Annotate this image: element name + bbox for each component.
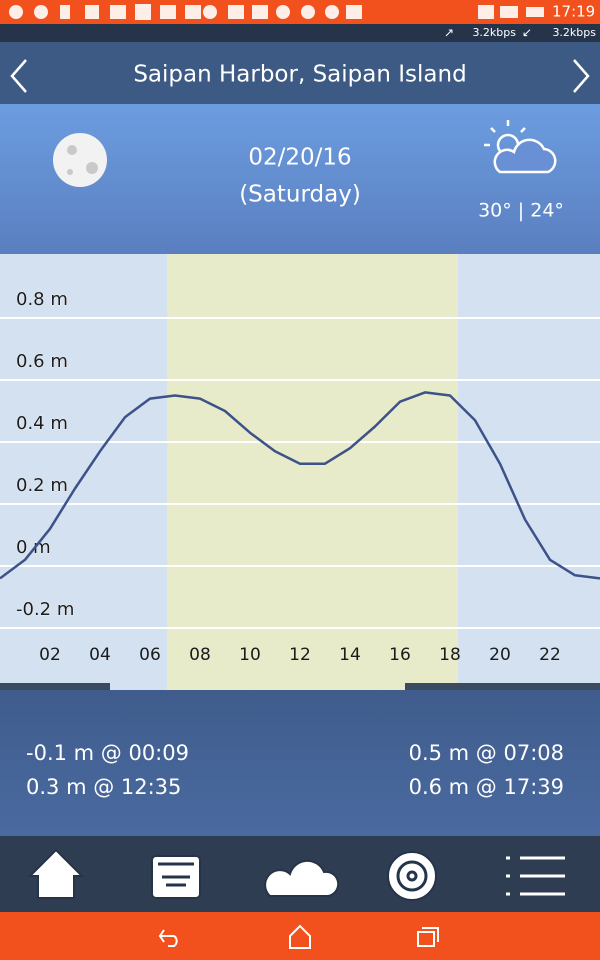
moon-icon [53, 133, 107, 187]
next-button[interactable] [573, 59, 590, 93]
download-speed: 3.2kbps [552, 26, 596, 39]
upload-speed: 3.2kbps [472, 26, 516, 39]
speed-bar [0, 24, 600, 42]
home-button[interactable] [289, 924, 311, 949]
back-button[interactable] [158, 929, 178, 947]
tide-extreme: 0.6 m @ 17:39 [409, 775, 564, 799]
y-tick-label: 0.8 m [16, 289, 68, 310]
x-tick-label: 06 [139, 645, 161, 665]
nav-icon-details [158, 860, 428, 892]
location-title: Saipan Harbor, Saipan Island [133, 62, 466, 88]
tide-extreme: 0.3 m @ 12:35 [26, 775, 181, 799]
x-tick-label: 04 [89, 645, 111, 665]
header [0, 42, 600, 104]
upload-arrow: ↗ [444, 26, 454, 40]
x-tick-label: 22 [539, 645, 561, 665]
day-panel [0, 104, 600, 254]
download-arrow: ↙ [522, 26, 532, 40]
x-tick-label: 08 [189, 645, 211, 665]
tide-chart: -0.2 m0 m0.2 m0.4 m0.6 m0.8 m02 04 06 08 10 1… [0, 254, 600, 690]
x-tick-label: 16 [389, 645, 411, 665]
x-tick-label: 20 [489, 645, 511, 665]
date: 02/20/16 [248, 145, 351, 171]
scroll-track [0, 683, 110, 690]
weekday: (Saturday) [239, 182, 361, 208]
tide-extreme: -0.1 m @ 00:09 [26, 741, 189, 765]
recents-button[interactable] [417, 927, 439, 947]
android-nav [0, 912, 600, 960]
tide-panel [0, 690, 600, 836]
y-tick-label: 0.6 m [16, 351, 68, 372]
scroll-track [405, 683, 600, 690]
x-tick-label: 18 [439, 645, 461, 665]
tide-line [0, 391, 600, 580]
daylight-band [167, 254, 458, 690]
prev-button[interactable] [10, 59, 27, 93]
y-tick-label: -0.2 m [16, 599, 74, 620]
y-tick-label: 0.4 m [16, 413, 68, 434]
x-tick-label: 12 [289, 645, 311, 665]
menu-lines [506, 856, 565, 896]
weather-tab[interactable] [264, 859, 340, 897]
home-tab[interactable] [27, 848, 85, 899]
x-tick-label: 10 [239, 645, 261, 665]
y-tick-label: 0.2 m [16, 475, 68, 496]
clock: 17:19 [552, 3, 595, 21]
weather-icon [484, 120, 557, 174]
radar-tab[interactable] [387, 851, 437, 901]
status-icons [9, 4, 544, 20]
x-tick-label: 14 [339, 645, 361, 665]
temperature: 30° | 24° [478, 200, 564, 222]
tide-extreme: 0.5 m @ 07:08 [409, 741, 564, 765]
x-tick-label: 02 [39, 645, 61, 665]
